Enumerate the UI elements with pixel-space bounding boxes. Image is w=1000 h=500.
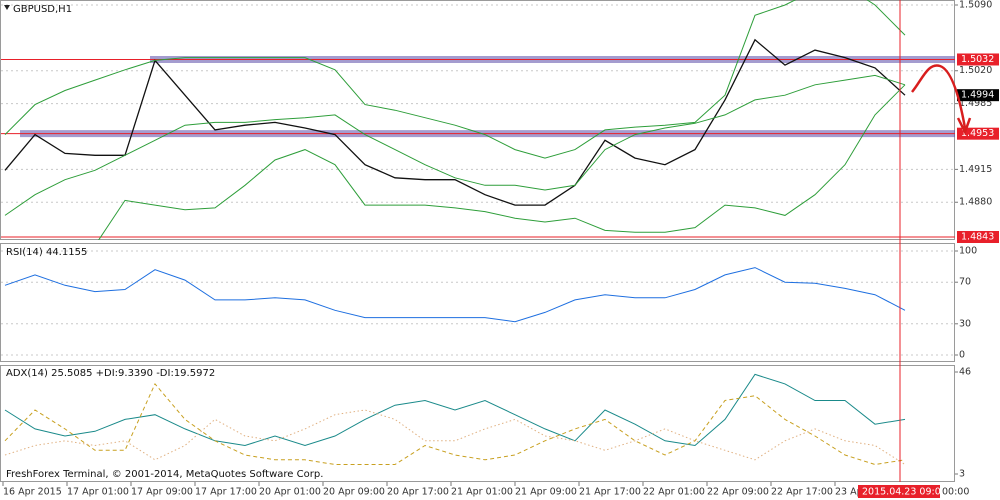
menu-triangle — [4, 5, 10, 10]
indicator-line — [4, 267, 906, 323]
y-tick-label: 1.5020 — [959, 65, 992, 76]
indicator-line — [4, 409, 906, 465]
indicator-line — [4, 74, 906, 216]
adx-panel-frame — [0, 365, 955, 482]
x-tick-label: 23 Ap — [835, 487, 863, 498]
indicator-line — [4, 373, 906, 447]
y-tick-label: 0 — [959, 350, 965, 361]
panel-plot — [1, 0, 955, 240]
y-tick-label: 1.4880 — [959, 197, 992, 208]
y-tick-label: 1.5090 — [959, 0, 992, 11]
x-tick-label: 21 Apr 09:00 — [515, 487, 577, 498]
x-tick-label: 20 Apr 09:00 — [323, 487, 385, 498]
level-label-box — [957, 89, 999, 102]
y-tick-label: 30 — [959, 318, 971, 329]
x-tick-label: 21 Apr 01:00 — [451, 487, 513, 498]
level-label-box — [957, 53, 999, 66]
x-tick-label: 16 Apr 2015 — [3, 487, 62, 498]
x-tick-label: 17 Apr 09:00 — [131, 487, 193, 498]
level-label: 1.4953 — [961, 128, 994, 139]
cursor-label-box — [858, 485, 940, 498]
indicator-line — [4, 382, 906, 466]
adx-title: ADX(14) 25.5085 +DI:9.3390 -DI:19.5972 — [6, 368, 215, 379]
level-label: 1.4843 — [961, 232, 994, 243]
y-tick-label: 1.4985 — [959, 98, 992, 109]
level-label: 1.4994 — [961, 90, 994, 101]
indicator-line — [4, 0, 906, 159]
panel-plot — [1, 250, 955, 356]
level-label: 1.5032 — [961, 54, 994, 65]
x-tick-label: 20 Apr 01:00 — [259, 487, 321, 498]
footer: FreshForex Terminal, © 2001-2014, MetaQu… — [6, 469, 323, 480]
x-tick-label: 17 Apr 17:00 — [195, 487, 257, 498]
panel-plot — [4, 373, 906, 466]
rsi-panel-frame — [0, 243, 955, 362]
forecast-arrow-head — [956, 117, 972, 136]
x-tick-label: 22 Apr 17:00 — [771, 487, 833, 498]
x-tick-label: 00:00 — [942, 487, 969, 498]
rsi-title: RSI(14) 44.1155 — [6, 247, 87, 258]
y-tick-label: 100 — [959, 246, 977, 257]
y-tick-label: 3 — [959, 469, 965, 480]
level-label-box — [957, 231, 999, 243]
x-tick-label: 17 Apr 01:00 — [67, 487, 129, 498]
x-tick-label: 21 Apr 17:00 — [579, 487, 641, 498]
forecast-arrow — [911, 64, 967, 129]
x-tick-label: 20 Apr 17:00 — [387, 487, 449, 498]
y-tick-label: 1.4915 — [959, 164, 992, 175]
y-tick-label: 46 — [959, 367, 971, 378]
indicator-line — [98, 84, 906, 240]
level-label-box — [957, 127, 999, 140]
x-tick-label: 22 Apr 09:00 — [707, 487, 769, 498]
main-panel-frame — [0, 0, 955, 240]
y-tick-label: 70 — [959, 277, 971, 288]
x-tick-label: 22 Apr 01:00 — [643, 487, 705, 498]
symbol-title: GBPUSD,H1 — [13, 4, 72, 15]
cursor-label: 2015.04.23 09:00 — [862, 487, 947, 498]
